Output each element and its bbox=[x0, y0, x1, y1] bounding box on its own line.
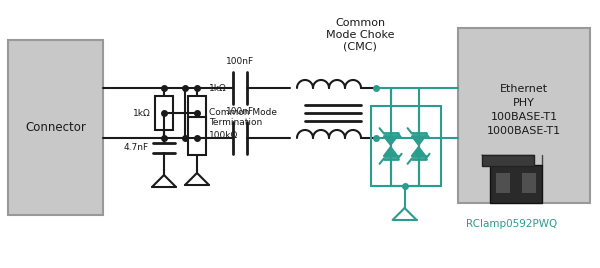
Text: Connector: Connector bbox=[25, 121, 86, 134]
Polygon shape bbox=[383, 147, 398, 156]
Bar bbox=[371, 106, 441, 186]
Bar bbox=[458, 28, 590, 203]
Bar bbox=[188, 96, 206, 130]
Polygon shape bbox=[412, 147, 425, 156]
Text: 4.7nF: 4.7nF bbox=[124, 143, 149, 152]
Text: 100kΩ: 100kΩ bbox=[209, 132, 238, 140]
Text: 100nF: 100nF bbox=[226, 57, 254, 66]
Polygon shape bbox=[383, 136, 398, 145]
Text: 100nF: 100nF bbox=[226, 107, 254, 116]
Text: Common
Mode Choke
(CMC): Common Mode Choke (CMC) bbox=[326, 18, 394, 51]
Polygon shape bbox=[412, 136, 425, 145]
Text: 1kΩ: 1kΩ bbox=[209, 84, 227, 93]
Bar bbox=[155, 96, 173, 130]
Bar bbox=[522, 173, 536, 193]
Bar bbox=[188, 117, 206, 155]
Text: Common Mode
Termination: Common Mode Termination bbox=[209, 108, 277, 127]
Text: RClamp0592PWQ: RClamp0592PWQ bbox=[466, 219, 557, 229]
Bar bbox=[482, 155, 534, 166]
Bar bbox=[490, 165, 542, 203]
Text: Ethernet
PHY
100BASE-T1
1000BASE-T1: Ethernet PHY 100BASE-T1 1000BASE-T1 bbox=[487, 84, 561, 136]
Text: 1kΩ: 1kΩ bbox=[133, 109, 151, 117]
Bar bbox=[496, 173, 510, 193]
Bar bbox=[8, 40, 103, 215]
